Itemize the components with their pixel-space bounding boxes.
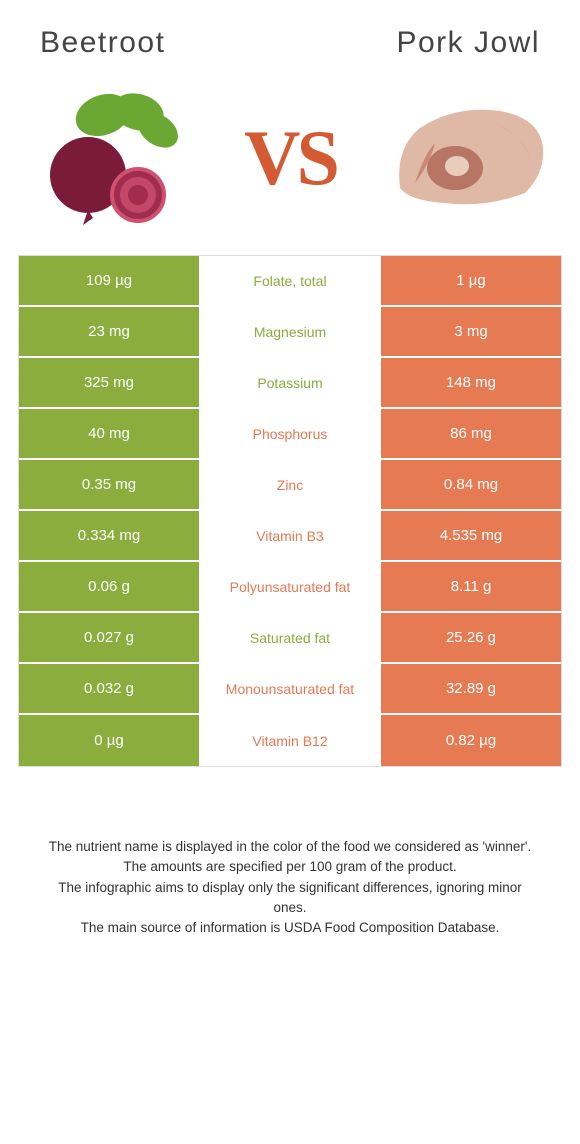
table-row: 23 mgMagnesium3 mg bbox=[19, 307, 561, 358]
left-value-cell: 0.35 mg bbox=[19, 460, 199, 509]
nutrient-name-cell: Zinc bbox=[199, 460, 381, 509]
beetroot-image bbox=[30, 90, 195, 225]
nutrient-name-cell: Saturated fat bbox=[199, 613, 381, 662]
header: Beetroot Pork Jowl bbox=[0, 0, 580, 70]
right-value-cell: 86 mg bbox=[381, 409, 561, 458]
table-row: 0.027 gSaturated fat25.26 g bbox=[19, 613, 561, 664]
left-food-title: Beetroot bbox=[40, 26, 165, 60]
nutrient-name-cell: Magnesium bbox=[199, 307, 381, 356]
vs-label: VS bbox=[244, 113, 336, 203]
nutrient-name-cell: Polyunsaturated fat bbox=[199, 562, 381, 611]
right-value-cell: 1 µg bbox=[381, 256, 561, 305]
table-row: 0 µgVitamin B120.82 µg bbox=[19, 715, 561, 766]
right-value-cell: 0.84 mg bbox=[381, 460, 561, 509]
nutrient-name-cell: Folate, total bbox=[199, 256, 381, 305]
right-food-title: Pork Jowl bbox=[396, 26, 540, 60]
table-row: 0.06 gPolyunsaturated fat8.11 g bbox=[19, 562, 561, 613]
footer-line: The infographic aims to display only the… bbox=[40, 878, 540, 919]
right-value-cell: 32.89 g bbox=[381, 664, 561, 713]
table-row: 0.334 mgVitamin B34.535 mg bbox=[19, 511, 561, 562]
right-value-cell: 8.11 g bbox=[381, 562, 561, 611]
nutrient-name-cell: Phosphorus bbox=[199, 409, 381, 458]
left-value-cell: 0.06 g bbox=[19, 562, 199, 611]
footer-line: The amounts are specified per 100 gram o… bbox=[40, 857, 540, 877]
left-value-cell: 40 mg bbox=[19, 409, 199, 458]
left-value-cell: 325 mg bbox=[19, 358, 199, 407]
left-value-cell: 0.027 g bbox=[19, 613, 199, 662]
table-row: 0.35 mgZinc0.84 mg bbox=[19, 460, 561, 511]
images-row: VS bbox=[0, 70, 580, 255]
left-value-cell: 23 mg bbox=[19, 307, 199, 356]
pork-jowl-image bbox=[385, 90, 550, 225]
nutrient-name-cell: Monounsaturated fat bbox=[199, 664, 381, 713]
table-row: 109 µgFolate, total1 µg bbox=[19, 256, 561, 307]
left-value-cell: 0 µg bbox=[19, 715, 199, 766]
left-value-cell: 109 µg bbox=[19, 256, 199, 305]
table-row: 325 mgPotassium148 mg bbox=[19, 358, 561, 409]
footer-notes: The nutrient name is displayed in the co… bbox=[0, 767, 580, 938]
right-value-cell: 25.26 g bbox=[381, 613, 561, 662]
nutrient-name-cell: Vitamin B12 bbox=[199, 715, 381, 766]
right-value-cell: 3 mg bbox=[381, 307, 561, 356]
footer-line: The nutrient name is displayed in the co… bbox=[40, 837, 540, 857]
right-value-cell: 4.535 mg bbox=[381, 511, 561, 560]
right-value-cell: 0.82 µg bbox=[381, 715, 561, 766]
comparison-table: 109 µgFolate, total1 µg23 mgMagnesium3 m… bbox=[18, 255, 562, 767]
right-value-cell: 148 mg bbox=[381, 358, 561, 407]
left-value-cell: 0.032 g bbox=[19, 664, 199, 713]
table-row: 0.032 gMonounsaturated fat32.89 g bbox=[19, 664, 561, 715]
left-value-cell: 0.334 mg bbox=[19, 511, 199, 560]
footer-line: The main source of information is USDA F… bbox=[40, 918, 540, 938]
nutrient-name-cell: Vitamin B3 bbox=[199, 511, 381, 560]
table-row: 40 mgPhosphorus86 mg bbox=[19, 409, 561, 460]
nutrient-name-cell: Potassium bbox=[199, 358, 381, 407]
